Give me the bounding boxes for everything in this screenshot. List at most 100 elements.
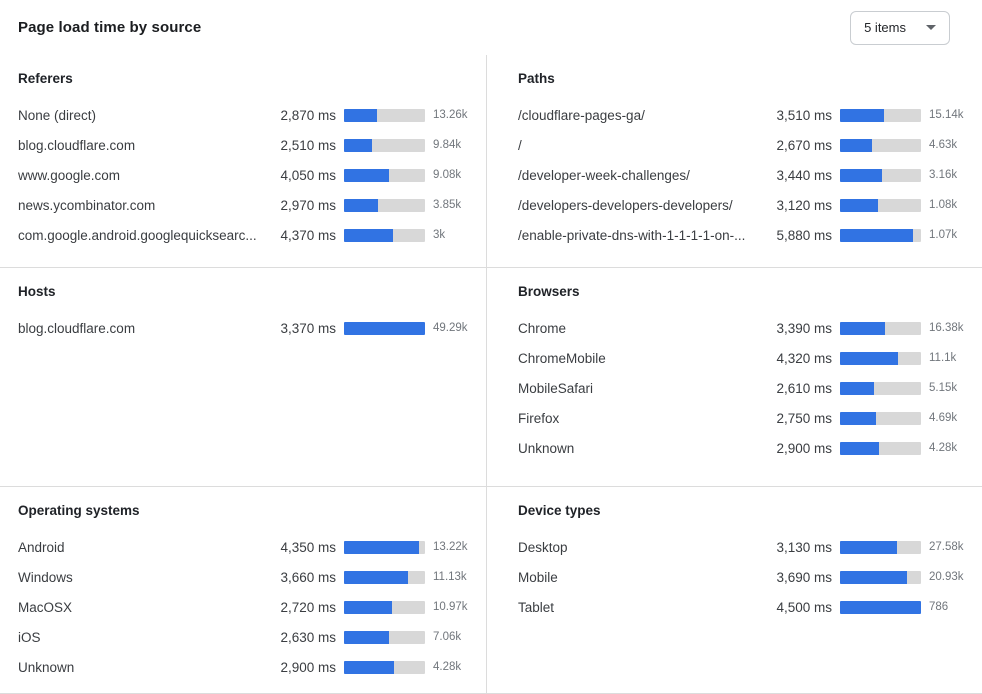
source-label: MobileSafari xyxy=(518,380,594,396)
metric-row[interactable]: MacOSX 2,720 ms 10.97k xyxy=(18,592,481,622)
source-label: com.google.android.googlequicksearc... xyxy=(18,227,257,243)
metric-row[interactable]: com.google.android.googlequicksearc... 4… xyxy=(18,220,481,250)
source-label: Firefox xyxy=(518,410,560,426)
visit-count: 3.85k xyxy=(433,199,462,211)
load-time-bar xyxy=(840,168,921,182)
metric-row[interactable]: Mobile 3,690 ms 20.93k xyxy=(518,562,977,592)
metric-row[interactable]: www.google.com 4,050 ms 9.08k xyxy=(18,160,481,190)
panel-referers: Referers None (direct) 2,870 ms 13.26k b… xyxy=(0,55,486,267)
load-time-bar-fill xyxy=(840,321,886,335)
load-time-value: 3,440 ms xyxy=(776,167,832,183)
metric-row[interactable]: news.ycombinator.com 2,970 ms 3.85k xyxy=(18,190,481,220)
load-time-value: 3,120 ms xyxy=(776,197,832,213)
load-time-value: 2,610 ms xyxy=(776,380,832,396)
panel-device-types: Device types Desktop 3,130 ms 27.58k Mob… xyxy=(486,486,982,693)
items-count-select[interactable]: 5 items xyxy=(850,10,950,45)
panel-title: Operating systems xyxy=(18,503,140,518)
caret-down-icon xyxy=(926,25,936,30)
metric-row[interactable]: blog.cloudflare.com 3,370 ms 49.29k xyxy=(18,313,481,343)
panel-title: Hosts xyxy=(18,284,56,299)
metric-row[interactable]: blog.cloudflare.com 2,510 ms 9.84k xyxy=(18,130,481,160)
visit-count: 4.28k xyxy=(929,442,958,454)
metric-row[interactable]: Firefox 2,750 ms 4.69k xyxy=(518,403,977,433)
metric-row[interactable]: Android 4,350 ms 13.22k xyxy=(18,532,481,562)
metric-row[interactable]: Windows 3,660 ms 11.13k xyxy=(18,562,481,592)
load-time-bar-fill xyxy=(344,630,390,644)
source-label: blog.cloudflare.com xyxy=(18,137,136,153)
load-time-bar-fill xyxy=(344,321,425,335)
load-time-bar xyxy=(840,321,921,335)
visit-count: 786 xyxy=(929,601,949,613)
metric-row[interactable]: Unknown 2,900 ms 4.28k xyxy=(18,652,481,682)
load-time-bar-fill xyxy=(344,138,373,152)
source-label: Chrome xyxy=(518,320,567,336)
source-label: Tablet xyxy=(518,599,555,615)
load-time-bar-fill xyxy=(344,168,390,182)
panel-title: Paths xyxy=(518,71,555,86)
load-time-value: 2,670 ms xyxy=(776,137,832,153)
load-time-bar-fill xyxy=(344,570,408,584)
visit-count: 49.29k xyxy=(433,322,468,334)
visit-count: 9.08k xyxy=(433,169,462,181)
load-time-bar-fill xyxy=(840,381,875,395)
load-time-value: 2,900 ms xyxy=(776,440,832,456)
panel-hosts: Hosts blog.cloudflare.com 3,370 ms 49.29… xyxy=(0,267,486,486)
load-time-value: 3,130 ms xyxy=(776,539,832,555)
visit-count: 27.58k xyxy=(929,541,964,553)
visit-count: 9.84k xyxy=(433,139,462,151)
metric-row[interactable]: /developers-developers-developers/ 3,120… xyxy=(518,190,977,220)
visit-count: 4.63k xyxy=(929,139,958,151)
metric-row[interactable]: ChromeMobile 4,320 ms 11.1k xyxy=(518,343,977,373)
load-time-bar xyxy=(840,381,921,395)
load-time-value: 2,630 ms xyxy=(280,629,336,645)
metric-row[interactable]: iOS 2,630 ms 7.06k xyxy=(18,622,481,652)
load-time-bar xyxy=(840,351,921,365)
items-count-value: 5 items xyxy=(864,20,906,35)
metric-row[interactable]: Tablet 4,500 ms 786 xyxy=(518,592,977,622)
load-time-bar-fill xyxy=(344,600,392,614)
load-time-bar xyxy=(344,138,425,152)
metric-row[interactable]: Desktop 3,130 ms 27.58k xyxy=(518,532,977,562)
load-time-bar-fill xyxy=(840,108,884,122)
metric-row[interactable]: /developer-week-challenges/ 3,440 ms 3.1… xyxy=(518,160,977,190)
visit-count: 5.15k xyxy=(929,382,958,394)
load-time-bar-fill xyxy=(344,228,394,242)
load-time-value: 2,510 ms xyxy=(280,137,336,153)
load-time-bar-fill xyxy=(840,198,879,212)
load-time-bar xyxy=(840,441,921,455)
metric-row[interactable]: MobileSafari 2,610 ms 5.15k xyxy=(518,373,977,403)
load-time-bar-fill xyxy=(840,228,913,242)
load-time-bar xyxy=(344,228,425,242)
metric-row[interactable]: /enable-private-dns-with-1-1-1-1-on-... … xyxy=(518,220,977,250)
panel-paths: Paths /cloudflare-pages-ga/ 3,510 ms 15.… xyxy=(486,55,982,267)
load-time-value: 2,970 ms xyxy=(280,197,336,213)
load-time-bar-fill xyxy=(840,570,908,584)
source-label: / xyxy=(518,137,522,153)
metric-row[interactable]: /cloudflare-pages-ga/ 3,510 ms 15.14k xyxy=(518,100,977,130)
source-label: news.ycombinator.com xyxy=(18,197,156,213)
source-label: Desktop xyxy=(518,539,568,555)
load-time-value: 3,690 ms xyxy=(776,569,832,585)
metric-row[interactable]: Chrome 3,390 ms 16.38k xyxy=(518,313,977,343)
metric-row[interactable]: / 2,670 ms 4.63k xyxy=(518,130,977,160)
load-time-value: 4,370 ms xyxy=(280,227,336,243)
visit-count: 13.22k xyxy=(433,541,468,553)
load-time-bar-fill xyxy=(840,168,883,182)
visit-count: 7.06k xyxy=(433,631,462,643)
load-time-bar-fill xyxy=(840,351,898,365)
visit-count: 11.1k xyxy=(929,352,957,364)
load-time-value: 2,900 ms xyxy=(280,659,336,675)
metric-row[interactable]: Unknown 2,900 ms 4.28k xyxy=(518,433,977,463)
load-time-bar xyxy=(344,660,425,674)
load-time-value: 3,390 ms xyxy=(776,320,832,336)
source-label: Mobile xyxy=(518,569,558,585)
load-time-bar xyxy=(344,168,425,182)
visit-count: 16.38k xyxy=(929,322,964,334)
load-time-value: 2,750 ms xyxy=(776,410,832,426)
load-time-bar-fill xyxy=(344,198,379,212)
metric-row[interactable]: None (direct) 2,870 ms 13.26k xyxy=(18,100,481,130)
load-time-bar-fill xyxy=(840,411,877,425)
source-label: /developer-week-challenges/ xyxy=(518,167,690,183)
panel-rows: Desktop 3,130 ms 27.58k Mobile 3,690 ms … xyxy=(518,532,977,622)
